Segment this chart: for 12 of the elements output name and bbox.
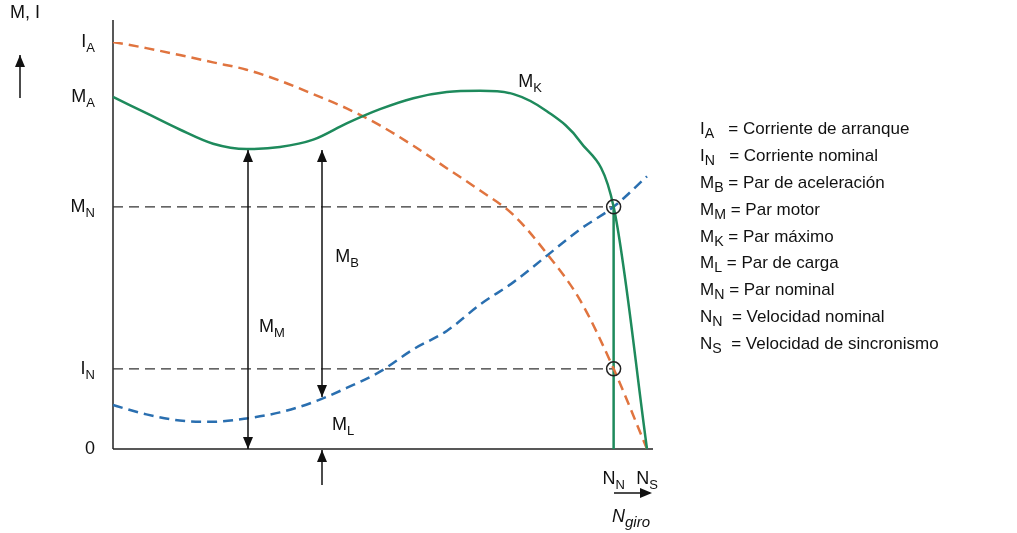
- text: M$_{K}$ = Par máximo: [700, 226, 834, 249]
- text: 0: [84, 437, 95, 458]
- text: M$_{B}$ = Par de aceleración: [700, 172, 885, 196]
- text: M$_{N}$ = Par nominal: [700, 280, 835, 303]
- text: I$_{N}$ = Corriente nominal: [700, 145, 878, 169]
- text: N$_{S}$ = Velocidad de sincronismo: [700, 334, 939, 357]
- text: M$_{M}$ = Par motor: [700, 199, 820, 223]
- text: I$_{A}$ = Corriente de arranque: [700, 119, 910, 142]
- y-axis-title: M, I: [10, 2, 40, 23]
- x-axis-title: N$_{giro}$: [612, 506, 651, 530]
- text: N$_{N}$ = Velocidad nominal: [700, 307, 885, 330]
- text: M$_{L}$ = Par de carga: [700, 253, 839, 276]
